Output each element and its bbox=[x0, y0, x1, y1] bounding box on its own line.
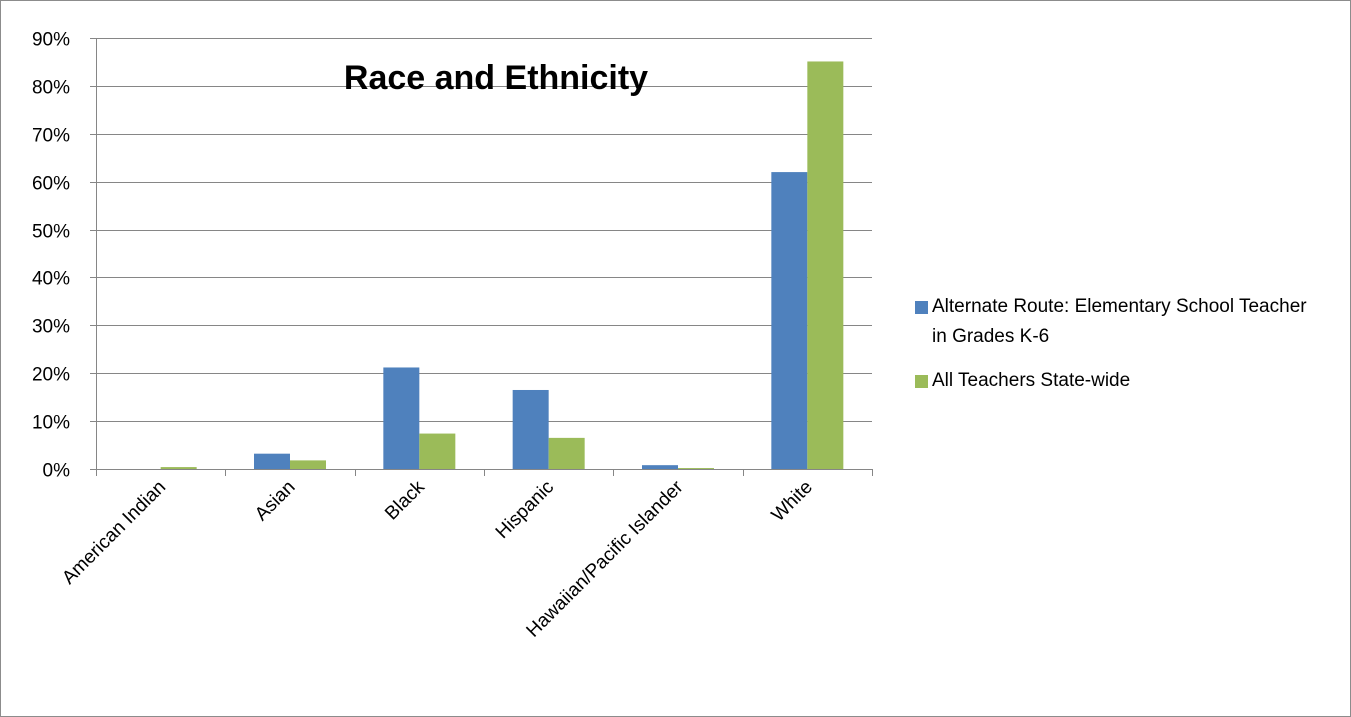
bar-alternate-route bbox=[254, 453, 290, 469]
gridlines bbox=[96, 38, 872, 422]
y-tick-label: 70% bbox=[32, 126, 70, 147]
y-tick-labels: 0% 10% 20% 30% 40% 50% 60% 70% 80% 90% bbox=[32, 30, 70, 482]
chart-legend: Alternate Route: Elementary School Teach… bbox=[915, 292, 1335, 410]
bar-all-teachers bbox=[678, 468, 714, 469]
legend-swatch-all-teachers bbox=[915, 375, 928, 388]
y-tick-label: 30% bbox=[32, 317, 70, 338]
x-category-label: White bbox=[768, 477, 817, 526]
legend-swatch-alternate-route bbox=[915, 301, 928, 314]
bar-all-teachers bbox=[419, 433, 456, 469]
axes bbox=[90, 38, 873, 476]
bar-all-teachers bbox=[160, 467, 197, 469]
legend-label-alternate-route: Alternate Route: Elementary School Teach… bbox=[932, 296, 1307, 347]
y-tick-label: 10% bbox=[32, 413, 70, 434]
y-tick-label: 90% bbox=[32, 30, 70, 51]
legend-label-all-teachers: All Teachers State-wide bbox=[932, 370, 1131, 391]
y-tick-label: 80% bbox=[32, 78, 70, 99]
legend-item-alternate-route: Alternate Route: Elementary School Teach… bbox=[915, 292, 1335, 352]
bar-all-teachers bbox=[807, 61, 844, 470]
bar-all-teachers bbox=[290, 460, 326, 469]
y-tick-label: 20% bbox=[32, 365, 70, 386]
bars bbox=[160, 61, 844, 470]
bar-alternate-route bbox=[383, 367, 420, 469]
y-tick-label: 60% bbox=[32, 174, 70, 195]
x-category-label: American Indian bbox=[58, 477, 170, 589]
legend-item-all-teachers: All Teachers State-wide bbox=[915, 366, 1335, 396]
bar-alternate-route bbox=[771, 172, 808, 470]
chart-title: Race and Ethnicity bbox=[344, 59, 648, 97]
bar-alternate-route bbox=[512, 389, 549, 469]
x-category-label: Hispanic bbox=[492, 477, 558, 543]
x-category-label: Asian bbox=[251, 477, 299, 525]
bar-all-teachers bbox=[548, 437, 585, 469]
y-tick-label: 40% bbox=[32, 269, 70, 290]
x-category-label: Black bbox=[381, 476, 429, 524]
bar-alternate-route bbox=[642, 465, 678, 469]
x-category-labels: American Indian Asian Black HispanicHawaiia… bbox=[58, 476, 817, 641]
y-tick-label: 0% bbox=[43, 461, 71, 482]
y-tick-label: 50% bbox=[32, 222, 70, 243]
